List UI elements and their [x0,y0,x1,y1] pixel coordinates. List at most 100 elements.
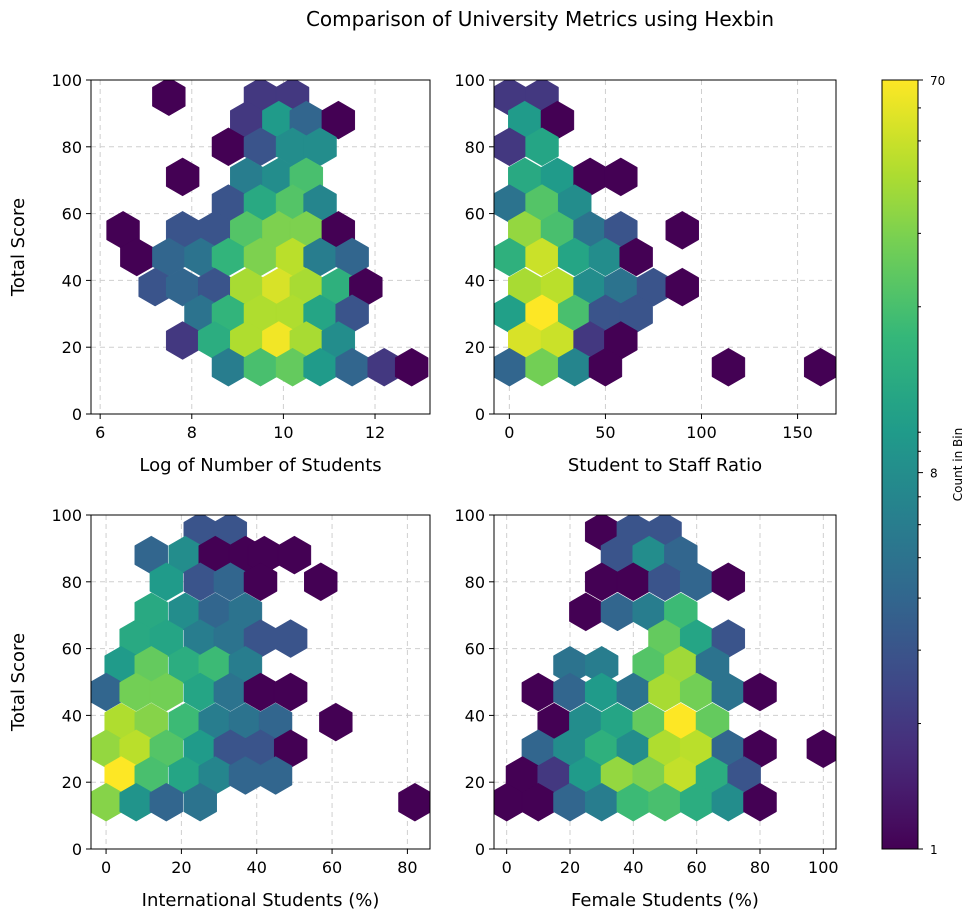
x-axis-label: Student to Staff Ratio [568,455,762,476]
hexbin-panel-3: 0 20 40 60 80 0 20 40 60 80 100 International Stude… [8,506,431,911]
x-axis-label: Log of Number of Students [139,455,381,476]
hexbin-cell [149,782,184,822]
y-tick-label: 20 [465,773,485,792]
y-tick-label: 100 [454,71,485,90]
x-tick-label: 150 [782,423,813,442]
y-axis-label: Total Score [8,633,29,732]
hexbin-cells [494,80,836,387]
hexbin-cell [304,562,338,602]
y-tick-label: 20 [62,338,82,357]
y-tick-label: 60 [465,640,485,659]
y-tick-label: 80 [465,138,485,157]
y-tick-label: 100 [51,71,82,90]
y-tick-label: 40 [62,271,82,290]
hexbin-cell [665,267,699,307]
colorbar-gradient [881,79,919,850]
colorbar-tick-label: 8 [930,467,938,481]
y-tick-label: 80 [465,573,485,592]
hexbin-panel-2: 0 50 100 150 0 20 40 60 80 100 Student to Staff Ra… [454,71,837,476]
hexbin-cell [604,157,638,197]
y-tick-label: 40 [465,706,485,725]
y-tick-label: 40 [62,706,82,725]
x-tick-label: 80 [750,858,770,877]
y-tick-label: 0 [72,840,82,859]
hexbin-cell [243,562,278,602]
hexbin-cell [149,672,184,712]
axes-frame [493,514,837,850]
hexbin-cell [665,211,699,250]
hexbin-cell [165,157,200,197]
axes-frame [493,79,837,415]
hexbin-cell [803,347,836,387]
y-axis-label: Total Score [8,198,29,297]
hexbin-cell [398,782,430,822]
hexbin-cell [619,237,653,277]
x-tick-label: 50 [595,423,615,442]
hexbin-cell [277,535,312,575]
hexbin-cell [584,672,619,712]
x-tick-label: 10 [273,423,293,442]
hexbin-cell [711,347,746,387]
colorbar-tick-label: 1 [930,843,938,857]
hexbin-cell [521,672,556,712]
y-tick-label: 60 [62,205,82,224]
x-tick-label: 8 [187,423,197,442]
hexbin-panel-4: 0 20 40 60 80 100 0 20 40 60 80 100 Female Students … [454,506,839,911]
hexbin-cell [258,756,293,795]
hexbin-cell [525,127,559,167]
y-tick-label: 80 [62,573,82,592]
hexbin-cell [711,562,746,602]
hexbin-cell [806,729,836,769]
hexbin-cell [152,80,186,116]
hexbin-cell [319,702,353,742]
x-tick-label: 40 [623,858,643,877]
hexbin-cell [321,100,356,140]
hexbin-cells [106,80,429,387]
colorbar: 1 8 70 Count in Bin [881,74,965,857]
hexbin-cell [149,562,184,602]
figure-title: Comparison of University Metrics using H… [306,7,774,31]
axes-frame [90,514,431,850]
y-tick-label: 60 [465,205,485,224]
hexbin-cell [743,672,777,712]
x-tick-label: 100 [686,423,717,442]
hexbin-cell [183,782,217,822]
y-tick-label: 0 [475,840,485,859]
hexbin-cell [273,619,308,658]
hexbin-cell [273,672,308,712]
y-tick-label: 20 [465,338,485,357]
x-tick-label: 6 [95,423,105,442]
y-tick-label: 0 [72,405,82,424]
colorbar-tick-label: 70 [930,74,945,88]
x-tick-label: 100 [808,858,839,877]
x-axis-label: Female Students (%) [571,890,759,911]
y-tick-label: 100 [51,506,82,525]
x-tick-label: 60 [686,858,706,877]
x-tick-label: 20 [171,858,191,877]
hexbin-cells [494,515,836,822]
colorbar-label: Count in Bin [951,428,965,501]
y-tick-label: 100 [454,506,485,525]
y-tick-label: 60 [62,640,82,659]
hexbin-cell [569,592,603,632]
x-tick-label: 0 [101,858,111,877]
axes-frame [90,79,431,415]
hexbin-panel-1: 6 8 10 12 0 20 40 60 80 100 Log of Number of Stude… [8,71,431,476]
hexbin-cells [91,515,430,822]
x-tick-label: 12 [365,423,385,442]
hexbin-cell [394,347,429,387]
x-tick-label: 40 [247,858,267,877]
x-tick-label: 80 [397,858,417,877]
x-tick-label: 0 [502,858,512,877]
x-tick-label: 0 [504,423,514,442]
y-tick-label: 40 [465,271,485,290]
y-tick-label: 80 [62,138,82,157]
x-axis-label: International Students (%) [142,890,380,911]
x-tick-label: 20 [560,858,580,877]
y-tick-label: 20 [62,773,82,792]
hexbin-cell [743,782,777,822]
y-tick-label: 0 [475,405,485,424]
x-tick-label: 60 [322,858,342,877]
hexbin-cell [588,347,623,387]
